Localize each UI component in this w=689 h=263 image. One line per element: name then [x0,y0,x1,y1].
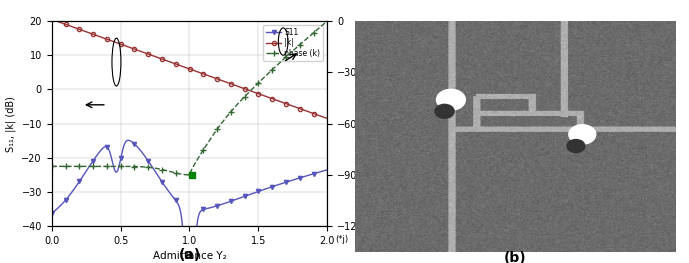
S11 [288,179,296,182]
S11 [165,191,174,194]
Text: (*j): (*j) [336,235,349,244]
S11 [96,150,104,153]
|k| [323,117,331,120]
phase (k) [165,170,174,173]
Text: (a): (a) [178,248,200,262]
S11 [154,174,162,177]
Y-axis label: S₁₁, |k| (dB): S₁₁, |k| (dB) [6,96,16,151]
phase (k) [154,167,162,170]
phase (k) [323,19,331,23]
Circle shape [437,89,465,110]
S11 [323,168,331,171]
phase (k) [79,165,88,168]
|k| [154,56,162,59]
Circle shape [567,140,585,153]
phase (k) [288,50,296,53]
phase (k) [185,173,194,176]
phase (k) [318,24,326,27]
S11 [318,170,326,173]
Circle shape [435,104,454,118]
Text: (b): (b) [504,251,526,263]
|k| [48,18,56,21]
phase (k) [48,165,56,168]
Legend: S11, |k|, phase (k): S11, |k|, phase (k) [263,25,323,61]
S11 [79,174,88,177]
Y-axis label: Phase of k (°): Phase of k (°) [369,91,379,156]
Circle shape [569,125,596,144]
Line: |k|: |k| [50,17,329,120]
|k| [288,104,296,108]
S11 [124,139,132,142]
|k| [165,60,174,63]
S11 [179,231,187,235]
S11 [48,211,56,215]
Line: S11: S11 [50,138,329,235]
|k| [96,35,104,38]
phase (k) [96,165,104,168]
Line: phase (k): phase (k) [49,18,330,178]
X-axis label: Admittance Y₂: Admittance Y₂ [152,251,227,261]
|k| [79,29,88,32]
|k| [318,115,326,118]
